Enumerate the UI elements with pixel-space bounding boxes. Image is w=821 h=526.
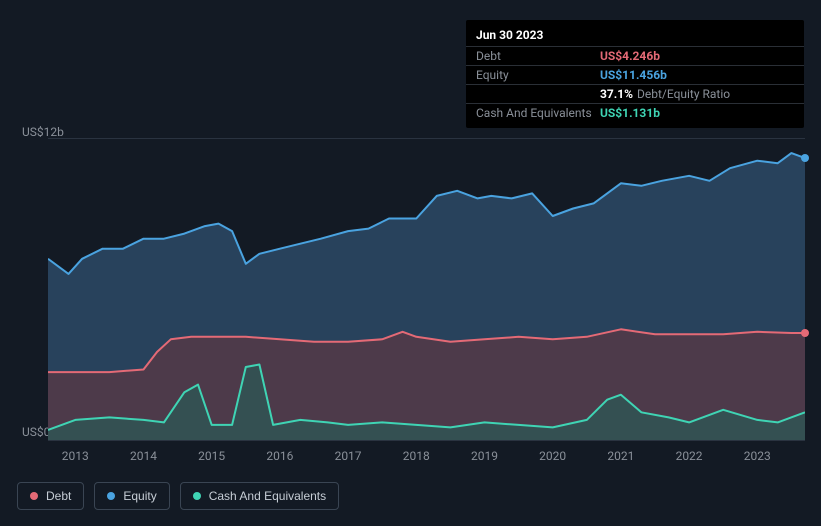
tooltip-row-value: US$4.246b [600,49,660,63]
legend-label: Debt [46,489,71,503]
x-axis-label: 2017 [335,449,362,463]
tooltip-row: 37.1%Debt/Equity Ratio [466,84,804,103]
tooltip-row-label [476,87,600,101]
tooltip-row-value: US$1.131b [600,106,660,120]
tooltip-date: Jun 30 2023 [466,26,804,46]
tooltip-row-label: Equity [476,68,600,82]
plot-area[interactable] [48,138,805,440]
legend-dot-icon [193,492,201,500]
legend-label: Equity [123,489,156,503]
legend-item[interactable]: Debt [17,482,84,510]
legend-dot-icon [30,492,38,500]
tooltip-row-label: Debt [476,49,600,63]
legend-item[interactable]: Cash And Equivalents [180,482,339,510]
series-end-marker [801,154,809,162]
tooltip-row-value: US$11.456b [600,68,667,82]
legend-item[interactable]: Equity [94,482,169,510]
x-axis-label: 2015 [198,449,225,463]
tooltip-row: Cash And EquivalentsUS$1.131b [466,103,804,122]
y-axis-label: US$0 [22,425,50,439]
tooltip-row: EquityUS$11.456b [466,65,804,84]
x-axis-label: 2018 [403,449,430,463]
x-axis-label: 2014 [130,449,157,463]
x-axis-label: 2020 [539,449,566,463]
x-axis-label: 2022 [676,449,703,463]
legend: Debt Equity Cash And Equivalents [17,482,339,510]
gridline [48,138,805,139]
x-axis-label: 2013 [62,449,89,463]
x-axis-label: 2023 [744,449,771,463]
tooltip-row-value: 37.1%Debt/Equity Ratio [600,87,730,101]
series-end-marker [801,329,809,337]
tooltip-rows: DebtUS$4.246bEquityUS$11.456b37.1%Debt/E… [466,46,804,122]
tooltip-row: DebtUS$4.246b [466,46,804,65]
x-axis-label: 2016 [266,449,293,463]
gridline [48,440,805,441]
x-axis-label: 2019 [471,449,498,463]
legend-label: Cash And Equivalents [209,489,326,503]
x-axis: 2013 2014 2015 2016 2017 2018 2019 2020 2021 2022… [48,447,805,467]
chart-tooltip: Jun 30 2023 DebtUS$4.246bEquityUS$11.456… [466,20,804,128]
tooltip-row-label: Cash And Equivalents [476,106,600,120]
y-axis-label: US$12b [22,125,64,139]
legend-dot-icon [107,492,115,500]
x-axis-label: 2021 [607,449,634,463]
chart-svg [48,138,805,440]
